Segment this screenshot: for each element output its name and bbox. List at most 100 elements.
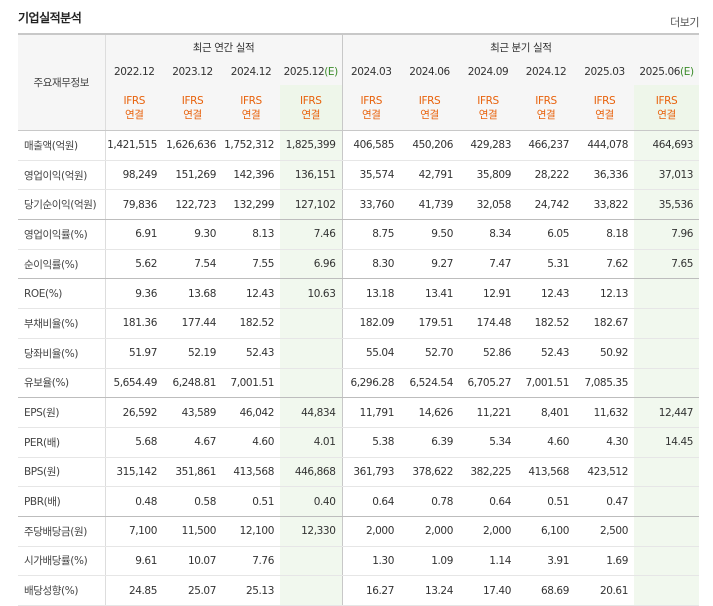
table-cell: 16.27 (342, 575, 400, 606)
table-cell: 10.63 (280, 278, 343, 310)
row-label: PER(배) (18, 427, 106, 458)
table-row: PBR(배) 0.48 0.58 0.51 0.40 0.64 0.78 0.64 0.51 0.… (18, 486, 700, 517)
table-cell: 351,861 (163, 457, 222, 488)
table-cell: 182.52 (517, 308, 575, 339)
table-cell: 4.67 (163, 427, 222, 458)
row-header: 주요재무정보 (18, 33, 106, 131)
table-cell: 33,822 (575, 189, 634, 221)
row-label: 매출액(억원) (18, 130, 106, 161)
table-cell: 14.45 (634, 427, 700, 458)
table-cell: 6,705.27 (459, 368, 517, 399)
table-cell: 25.07 (163, 575, 222, 606)
table-cell: 2,000 (400, 516, 459, 547)
table-cell: 315,142 (105, 457, 163, 488)
table-cell: 413,568 (222, 457, 280, 488)
table-cell: 8.13 (222, 219, 280, 250)
period-label: 2024.12 (230, 66, 272, 78)
table-row: 부채비율(%) 181.36 177.44 182.52 182.09 179.51 174… (18, 308, 700, 339)
table-cell: 28,222 (517, 160, 575, 191)
table-cell: 68.69 (517, 575, 575, 606)
table-cell: 6.91 (105, 219, 163, 250)
table-cell: 5,654.49 (105, 368, 163, 399)
table-cell: 12.91 (459, 278, 517, 310)
period-label: 2022.12 (113, 66, 155, 78)
table-cell: 24.85 (105, 575, 163, 606)
table-cell: 25.13 (222, 575, 280, 606)
table-cell: 7,001.51 (222, 368, 280, 399)
table-cell: 1,752,312 (222, 130, 280, 161)
table-cell: 174.48 (459, 308, 517, 339)
table-cell (634, 308, 700, 339)
table-cell (634, 338, 700, 369)
table-cell: 382,225 (459, 457, 517, 488)
table-cell (280, 368, 343, 399)
table-cell: 6,296.28 (342, 368, 400, 399)
table-cell: 4.60 (517, 427, 575, 458)
period-label: 2024.06 (409, 66, 450, 78)
period-label: 2023.12 (172, 66, 213, 78)
table-cell: 12.43 (222, 278, 280, 310)
table-cell: 6,524.54 (400, 368, 459, 399)
table-cell: 33,760 (342, 189, 400, 221)
table-cell: 2,500 (575, 516, 634, 547)
period-label: 2024.09 (467, 66, 509, 78)
table-cell: 9.27 (400, 249, 459, 280)
table-cell: 5.34 (459, 427, 517, 458)
table-cell: 142,396 (222, 160, 280, 191)
table-cell: 464,693 (634, 130, 700, 161)
table-cell: 6,248.81 (163, 368, 222, 399)
table-cell: 7.65 (634, 249, 700, 280)
table-cell: 11,632 (575, 397, 634, 428)
table-cell: 13.41 (400, 278, 459, 310)
table-cell: 6,100 (517, 516, 575, 547)
table-cell (634, 575, 700, 606)
ifrs-basis: IFRS 연결 (400, 85, 459, 131)
estimate-mark: (E) (324, 66, 338, 78)
table-cell: 98,249 (105, 160, 163, 191)
table-cell: 1.30 (342, 546, 400, 577)
table-cell (634, 546, 700, 577)
table-cell: 8.30 (342, 249, 400, 280)
period-header: 2024.12 (222, 59, 280, 85)
period-label: 2025.06 (639, 66, 681, 78)
table-cell: 413,568 (517, 457, 575, 488)
period-label: 2024.03 (350, 66, 392, 78)
table-cell: 0.51 (222, 486, 280, 517)
table-cell: 7.96 (634, 219, 700, 250)
row-label: 영업이익률(%) (18, 219, 106, 250)
annual-group-header: 최근 연간 실적 (105, 33, 343, 59)
row-label: 당기순이익(억원) (18, 189, 106, 221)
table-cell: 36,336 (575, 160, 634, 191)
period-header: 2024.06 (400, 59, 459, 85)
table-cell: 0.47 (575, 486, 634, 517)
table-row: BPS(원) 315,142 351,861 413,568 446,868 361,79… (18, 457, 700, 488)
row-label: PBR(배) (18, 486, 106, 517)
table-cell: 1.09 (400, 546, 459, 577)
table-cell: 1,421,515 (105, 130, 163, 161)
table-cell: 450,206 (400, 130, 459, 161)
quarter-group-header: 최근 분기 실적 (342, 33, 700, 59)
row-label: 당좌비율(%) (18, 338, 106, 369)
table-cell: 35,574 (342, 160, 400, 191)
table-row: EPS(원) 26,592 43,589 46,042 44,834 11,791 14,6… (18, 397, 700, 428)
table-cell (634, 486, 700, 517)
table-cell: 151,269 (163, 160, 222, 191)
row-label: 유보율(%) (18, 368, 106, 399)
table-cell: 52.43 (517, 338, 575, 369)
table-cell: 429,283 (459, 130, 517, 161)
table-cell: 43,589 (163, 397, 222, 428)
table-cell: 24,742 (517, 189, 575, 221)
table-cell: 52.19 (163, 338, 222, 369)
table-cell: 7.62 (575, 249, 634, 280)
table-cell: 7.46 (280, 219, 343, 250)
table-cell: 10.07 (163, 546, 222, 577)
period-header: 2025.03 (575, 59, 634, 85)
more-link[interactable]: 더보기 (670, 16, 699, 29)
table-cell: 1,825,399 (280, 130, 343, 161)
table-cell: 7.55 (222, 249, 280, 280)
table-cell: 5.68 (105, 427, 163, 458)
row-label: 영업이익(억원) (18, 160, 106, 191)
table-cell: 12,330 (280, 516, 343, 547)
table-cell: 52.70 (400, 338, 459, 369)
ifrs-basis: IFRS 연결 (634, 85, 700, 131)
